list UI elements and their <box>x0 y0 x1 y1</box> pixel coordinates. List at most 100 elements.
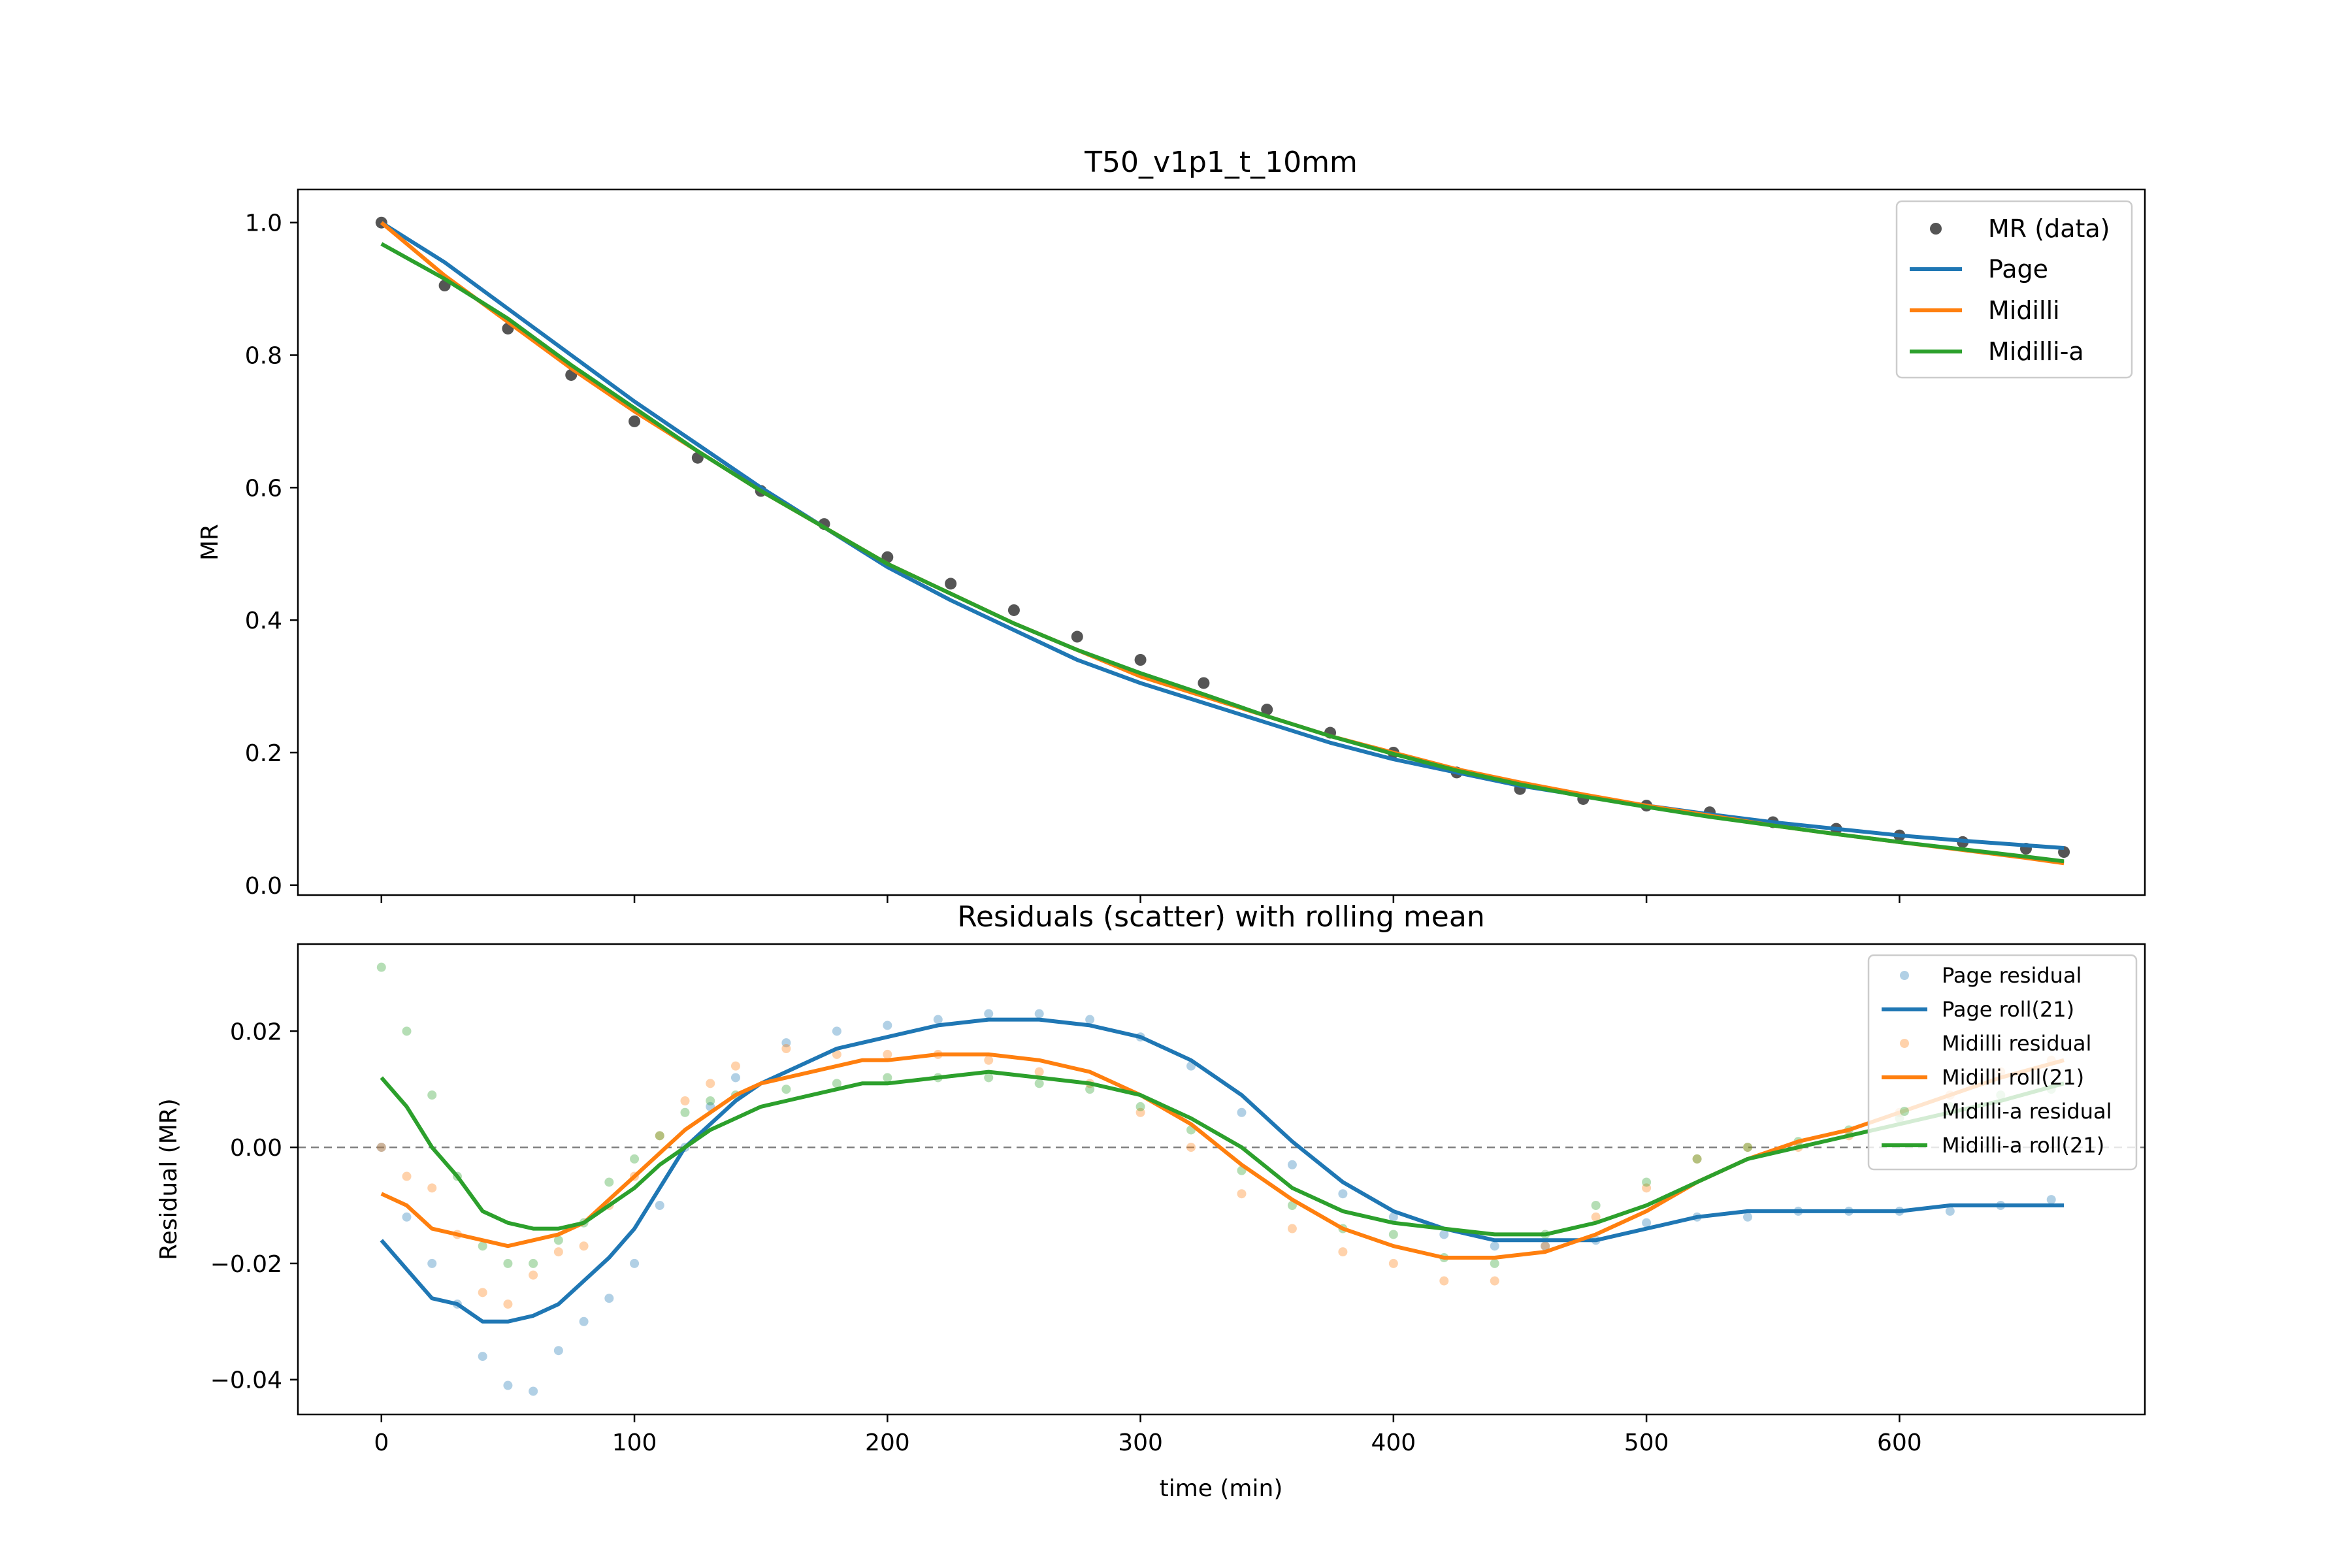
page-residual-point <box>730 1073 740 1083</box>
midilli-residual-point <box>1338 1247 1348 1257</box>
residual-plot-frame <box>297 943 2146 1416</box>
mr-plot-marks <box>375 216 2070 866</box>
midilli-a-residual-point <box>402 1026 412 1036</box>
legend-label-midilli-a-residual: Midilli-a residual <box>1942 1099 2112 1124</box>
residual-y-ticks: −0.04 −0.02 0.00 0.02 <box>210 1019 298 1394</box>
mr-legend: MR (data) Page Midilli Midilli-a <box>1895 200 2133 379</box>
midilli-a-residual-point <box>376 962 386 972</box>
page-residual-point <box>579 1316 589 1326</box>
legend-marker-midilli-residual <box>1900 1039 1909 1048</box>
residual-x-tick-label: 600 <box>1877 1429 1922 1456</box>
mr-y-axis-label: MR <box>197 524 223 561</box>
page-residual-point <box>1490 1241 1499 1251</box>
legend-marker-page-residual <box>1900 971 1909 980</box>
legend-label-midilli-a-roll: Midilli-a roll(21) <box>1942 1133 2104 1158</box>
mr-line-midilli-a <box>380 242 2065 864</box>
page-residual-point <box>781 1038 791 1048</box>
midilli-a-residual-point <box>1642 1177 1652 1187</box>
mr-y-tick-label: 0.6 <box>245 475 282 502</box>
page-residual-point <box>503 1380 513 1390</box>
midilli-a-residual-point <box>1388 1230 1398 1239</box>
page-residual-point <box>427 1258 437 1268</box>
midilli-a-residual-point <box>630 1154 640 1164</box>
midilli-residual-point <box>1034 1067 1044 1077</box>
mr-y-ticks: 0.0 0.2 0.4 0.6 0.8 1.0 <box>245 210 298 900</box>
page-residual-point <box>478 1352 487 1362</box>
page-residual-point <box>1743 1212 1753 1222</box>
page-residual-point <box>630 1258 640 1268</box>
page-residual-point <box>529 1386 538 1396</box>
midilli-residual-point <box>1439 1276 1449 1286</box>
midilli-residual-point <box>1692 1154 1702 1164</box>
residual-x-ticks: 0 100 200 300 400 500 600 <box>374 1414 1922 1456</box>
midilli-residual-point <box>1490 1276 1499 1286</box>
midilli-a-residual-point <box>1591 1201 1601 1210</box>
midilli-residual-point <box>655 1131 664 1141</box>
midilli-residual-point <box>478 1288 487 1298</box>
mr-x-ticks <box>380 895 1901 903</box>
page-residual-point <box>1439 1230 1449 1239</box>
midilli-residual-point <box>984 1055 994 1065</box>
midilli-residual-point <box>402 1171 412 1181</box>
residual-line-midilli-a-roll-21 <box>380 1070 2065 1237</box>
page-residual-point <box>1945 1206 1955 1216</box>
mr-data-point <box>629 415 641 427</box>
mr-y-tick-label: 1.0 <box>245 210 282 237</box>
midilli-a-residual-point <box>680 1107 690 1117</box>
midilli-residual-point <box>529 1270 538 1280</box>
legend-marker-mr-data <box>1930 223 1942 235</box>
residual-plot-marks <box>298 962 2145 1396</box>
page-residual-point <box>1034 1009 1044 1019</box>
legend-label-midilli-a: Midilli-a <box>1988 337 2084 366</box>
midilli-a-residual-point <box>503 1258 513 1268</box>
mr-line-page <box>380 221 2065 850</box>
midilli-a-residual-point <box>883 1073 892 1083</box>
residual-plot-area <box>298 944 2145 1414</box>
mr-y-tick-label: 0.0 <box>245 873 282 900</box>
mr-panel-title: T50_v1p1_t_10mm <box>1084 146 1358 179</box>
mr-y-tick-label: 0.8 <box>245 343 282 370</box>
page-residual-point <box>604 1294 614 1303</box>
mr-data-point <box>945 578 957 590</box>
residual-panel: Residuals (scatter) with rolling mean 0 1… <box>155 900 2146 1502</box>
midilli-residual-point <box>427 1183 437 1193</box>
midilli-residual-point <box>553 1247 563 1257</box>
mr-data-point <box>1071 630 1083 643</box>
midilli-residual-point <box>781 1044 791 1053</box>
residual-panel-title: Residuals (scatter) with rolling mean <box>957 900 1484 934</box>
residual-x-tick-label: 300 <box>1118 1429 1163 1456</box>
midilli-residual-point <box>832 1049 841 1059</box>
residual-line-page-roll-21 <box>380 1017 2065 1324</box>
mr-data-point <box>1007 604 1020 616</box>
residual-y-tick-label: 0.02 <box>230 1019 282 1045</box>
residual-x-tick-label: 100 <box>612 1429 657 1456</box>
midilli-a-residual-point <box>1490 1258 1499 1268</box>
midilli-residual-point <box>680 1096 690 1105</box>
page-residual-point <box>933 1015 943 1024</box>
midilli-a-residual-point <box>1135 1102 1145 1111</box>
mr-data-point <box>1198 677 1210 689</box>
midilli-a-residual-point <box>553 1235 563 1245</box>
midilli-a-residual-point <box>781 1085 791 1094</box>
midilli-residual-point <box>1287 1224 1297 1233</box>
midilli-a-residual-point <box>706 1096 715 1105</box>
midilli-residual-point <box>579 1241 589 1251</box>
page-residual-point <box>883 1021 892 1030</box>
page-residual-point <box>1338 1189 1348 1199</box>
midilli-a-residual-point <box>478 1241 487 1251</box>
legend-label-midilli-residual: Midilli residual <box>1942 1031 2091 1056</box>
page-residual-point <box>1541 1241 1550 1251</box>
mr-panel: T50_v1p1_t_10mm 0.0 0.2 0.4 0.6 0.8 1.0 MR MR… <box>197 146 2146 903</box>
midilli-residual-point <box>376 1143 386 1152</box>
midilli-a-residual-point <box>655 1131 664 1141</box>
midilli-a-residual-point <box>1085 1085 1095 1094</box>
legend-label-page: Page <box>1988 255 2048 284</box>
page-residual-point <box>1642 1218 1652 1228</box>
residual-y-tick-label: −0.02 <box>210 1251 282 1278</box>
page-residual-point <box>655 1201 664 1210</box>
midilli-residual-point <box>1743 1143 1753 1152</box>
residual-y-axis-label: Residual (MR) <box>155 1098 182 1260</box>
residual-y-tick-label: 0.00 <box>230 1135 282 1162</box>
midilli-residual-point <box>730 1061 740 1071</box>
